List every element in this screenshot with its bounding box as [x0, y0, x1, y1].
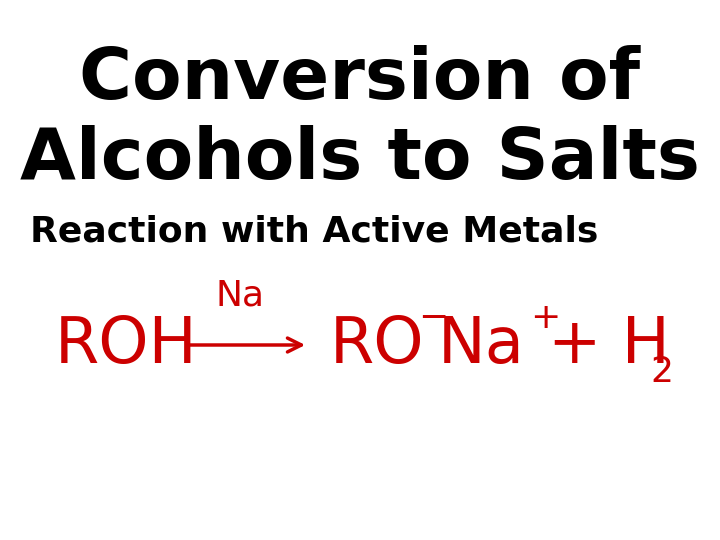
Text: + H: + H [548, 314, 670, 376]
Text: Conversion of: Conversion of [79, 45, 641, 114]
Text: RO: RO [330, 314, 425, 376]
Text: 2: 2 [650, 355, 673, 389]
Text: Alcohols to Salts: Alcohols to Salts [20, 125, 700, 194]
Text: ROH: ROH [55, 314, 197, 376]
Text: Na: Na [215, 278, 264, 312]
Text: Na: Na [438, 314, 525, 376]
Text: +: + [530, 301, 560, 335]
Text: Reaction with Active Metals: Reaction with Active Metals [30, 215, 598, 249]
Text: −: − [418, 301, 449, 335]
